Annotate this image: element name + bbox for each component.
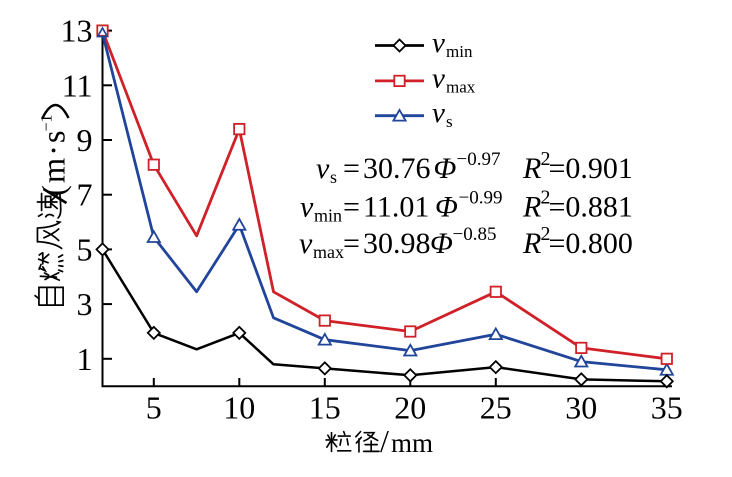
svg-text:max: max bbox=[446, 78, 476, 97]
svg-text:mm: mm bbox=[391, 428, 433, 458]
svg-text:2: 2 bbox=[541, 187, 551, 209]
svg-text:7: 7 bbox=[77, 177, 93, 213]
svg-text:v: v bbox=[432, 27, 445, 59]
svg-text:−0.99: −0.99 bbox=[459, 188, 503, 209]
svg-text:=0.901: =0.901 bbox=[549, 152, 633, 185]
svg-text:30.76: 30.76 bbox=[363, 152, 431, 185]
svg-text:=: = bbox=[343, 191, 360, 224]
svg-text:R: R bbox=[522, 191, 541, 224]
svg-text:1: 1 bbox=[77, 341, 93, 377]
svg-text:min: min bbox=[314, 206, 342, 226]
svg-text:−0.85: −0.85 bbox=[453, 224, 497, 245]
svg-text:2: 2 bbox=[541, 223, 551, 245]
svg-text:30.98: 30.98 bbox=[363, 227, 431, 260]
svg-text:max: max bbox=[313, 242, 344, 262]
svg-text:30: 30 bbox=[565, 390, 597, 426]
svg-text:2: 2 bbox=[541, 148, 551, 170]
svg-text:Φ: Φ bbox=[434, 152, 457, 185]
svg-text:min: min bbox=[446, 42, 473, 61]
svg-text:Φ: Φ bbox=[430, 227, 453, 260]
svg-text:v: v bbox=[432, 63, 445, 95]
svg-text:20: 20 bbox=[394, 390, 426, 426]
svg-text:13: 13 bbox=[61, 13, 93, 49]
svg-text:3: 3 bbox=[77, 286, 93, 322]
svg-text:25: 25 bbox=[480, 390, 512, 426]
svg-text:(m·s: (m·s bbox=[37, 128, 73, 196]
svg-text:=: = bbox=[343, 227, 360, 260]
svg-text:9: 9 bbox=[77, 122, 93, 158]
svg-text:15: 15 bbox=[309, 390, 341, 426]
svg-text:5: 5 bbox=[77, 231, 93, 267]
svg-text:10: 10 bbox=[223, 390, 255, 426]
svg-text:11.01: 11.01 bbox=[363, 191, 429, 224]
svg-text:=0.800: =0.800 bbox=[549, 227, 633, 260]
svg-text:s: s bbox=[330, 167, 337, 187]
svg-text:35: 35 bbox=[651, 390, 683, 426]
svg-text:/: / bbox=[380, 423, 389, 459]
svg-text:5: 5 bbox=[146, 390, 162, 426]
svg-text:v: v bbox=[299, 227, 313, 260]
svg-text:R: R bbox=[522, 227, 541, 260]
svg-text:−1: −1 bbox=[39, 114, 56, 131]
svg-text:11: 11 bbox=[62, 67, 93, 103]
svg-text:−0.97: −0.97 bbox=[457, 149, 501, 170]
svg-text:R: R bbox=[522, 152, 541, 185]
svg-text:=0.881: =0.881 bbox=[549, 191, 633, 224]
svg-text:v: v bbox=[432, 97, 445, 129]
svg-text:v: v bbox=[316, 152, 330, 185]
svg-text:v: v bbox=[300, 191, 314, 224]
svg-text:s: s bbox=[446, 112, 453, 131]
svg-text:Φ: Φ bbox=[435, 191, 458, 224]
svg-text:=: = bbox=[343, 152, 360, 185]
